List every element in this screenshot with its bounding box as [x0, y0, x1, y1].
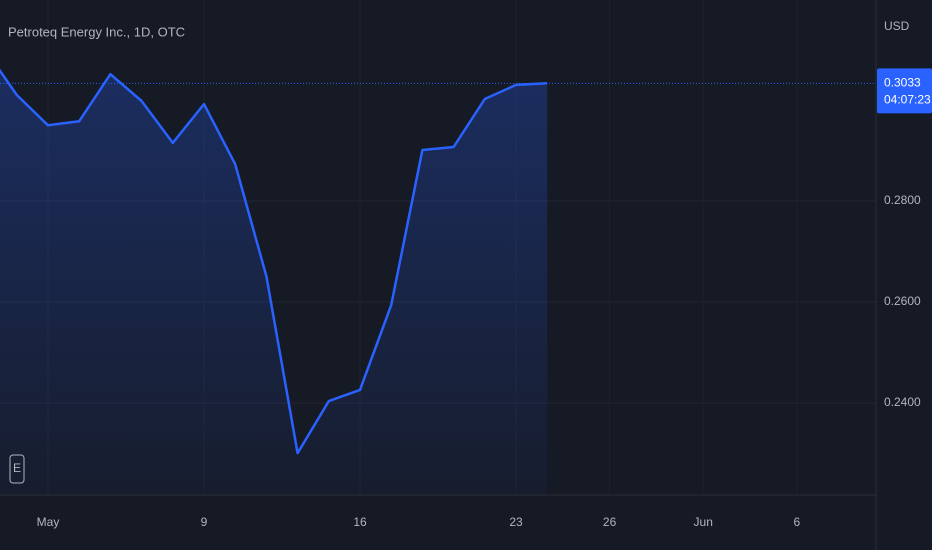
- y-tick-label: 0.2400: [884, 395, 921, 409]
- x-tick-label: Jun: [694, 515, 713, 529]
- last-price-label: 0.3033: [884, 76, 921, 90]
- x-tick-label: 23: [509, 515, 523, 529]
- x-tick-label: 16: [353, 515, 367, 529]
- currency-label: USD: [884, 19, 910, 33]
- area-fill: [0, 70, 548, 495]
- chart-title: Petroteq Energy Inc., 1D, OTC: [8, 24, 185, 39]
- events-marker[interactable]: [9, 454, 25, 484]
- x-tick-label: 6: [793, 515, 800, 529]
- price-line: [0, 68, 548, 455]
- x-tick-label: 26: [603, 515, 617, 529]
- countdown-label: 04:07:23: [884, 93, 931, 107]
- plot: [0, 68, 548, 495]
- x-tick-label: May: [37, 515, 60, 529]
- y-tick-label: 0.2800: [884, 193, 921, 207]
- last-price-badge: [877, 68, 932, 114]
- y-tick-label: 0.2600: [884, 294, 921, 308]
- events-marker-label[interactable]: E: [13, 461, 21, 475]
- x-tick-label: 9: [201, 515, 208, 529]
